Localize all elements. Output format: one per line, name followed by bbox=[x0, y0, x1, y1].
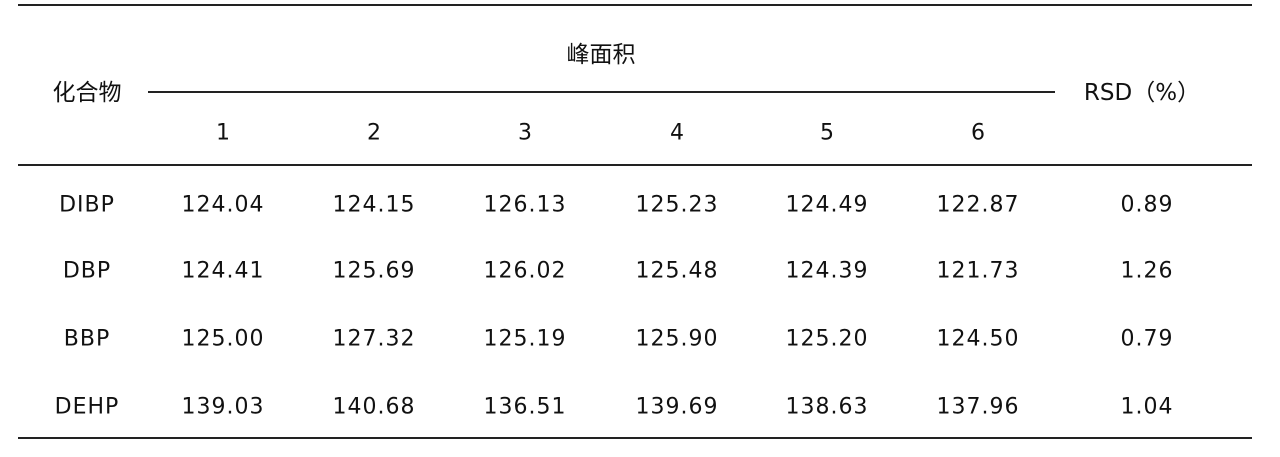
peak-area-cell: 127.32 bbox=[332, 326, 416, 352]
peak-area-cell: 139.69 bbox=[635, 394, 719, 420]
rsd-cell: 0.79 bbox=[1120, 326, 1174, 352]
peak-area-cell: 125.23 bbox=[635, 192, 719, 218]
peak-area-cell: 124.41 bbox=[181, 258, 265, 284]
peak-area-cell: 125.69 bbox=[332, 258, 416, 284]
peak-area-rule bbox=[148, 91, 1055, 93]
peak-area-cell: 125.48 bbox=[635, 258, 719, 284]
bottom-rule bbox=[18, 437, 1252, 439]
header-rsd: RSD（%） bbox=[1083, 80, 1201, 106]
header-run-5: 5 bbox=[820, 120, 834, 146]
rsd-cell: 1.04 bbox=[1120, 394, 1174, 420]
compound-cell: DBP bbox=[62, 258, 112, 284]
rsd-cell: 0.89 bbox=[1120, 192, 1174, 218]
header-peak-area: 峰面积 bbox=[566, 42, 636, 68]
peak-area-cell: 125.20 bbox=[785, 326, 869, 352]
peak-area-cell: 139.03 bbox=[181, 394, 265, 420]
peak-area-cell: 125.00 bbox=[181, 326, 265, 352]
compound-cell: DIBP bbox=[59, 192, 115, 218]
compound-cell: DEHP bbox=[54, 394, 120, 420]
peak-area-cell: 126.13 bbox=[483, 192, 567, 218]
rsd-cell: 1.26 bbox=[1120, 258, 1174, 284]
compound-cell: BBP bbox=[63, 326, 111, 352]
header-run-2: 2 bbox=[367, 120, 381, 146]
peak-area-cell: 137.96 bbox=[936, 394, 1020, 420]
header-run-4: 4 bbox=[670, 120, 684, 146]
peak-area-cell: 121.73 bbox=[936, 258, 1020, 284]
top-rule bbox=[18, 4, 1252, 6]
peak-area-cell: 122.87 bbox=[936, 192, 1020, 218]
header-run-3: 3 bbox=[518, 120, 532, 146]
peak-area-cell: 124.04 bbox=[181, 192, 265, 218]
peak-area-cell: 124.49 bbox=[785, 192, 869, 218]
peak-area-cell: 124.50 bbox=[936, 326, 1020, 352]
peak-area-cell: 140.68 bbox=[332, 394, 416, 420]
header-run-1: 1 bbox=[216, 120, 230, 146]
peak-area-cell: 124.39 bbox=[785, 258, 869, 284]
header-rule bbox=[18, 164, 1252, 166]
header-compound: 化合物 bbox=[52, 80, 122, 106]
peak-area-cell: 138.63 bbox=[785, 394, 869, 420]
peak-area-cell: 136.51 bbox=[483, 394, 567, 420]
peak-area-cell: 125.19 bbox=[483, 326, 567, 352]
peak-area-cell: 124.15 bbox=[332, 192, 416, 218]
header-run-6: 6 bbox=[971, 120, 985, 146]
peak-area-cell: 125.90 bbox=[635, 326, 719, 352]
peak-area-cell: 126.02 bbox=[483, 258, 567, 284]
